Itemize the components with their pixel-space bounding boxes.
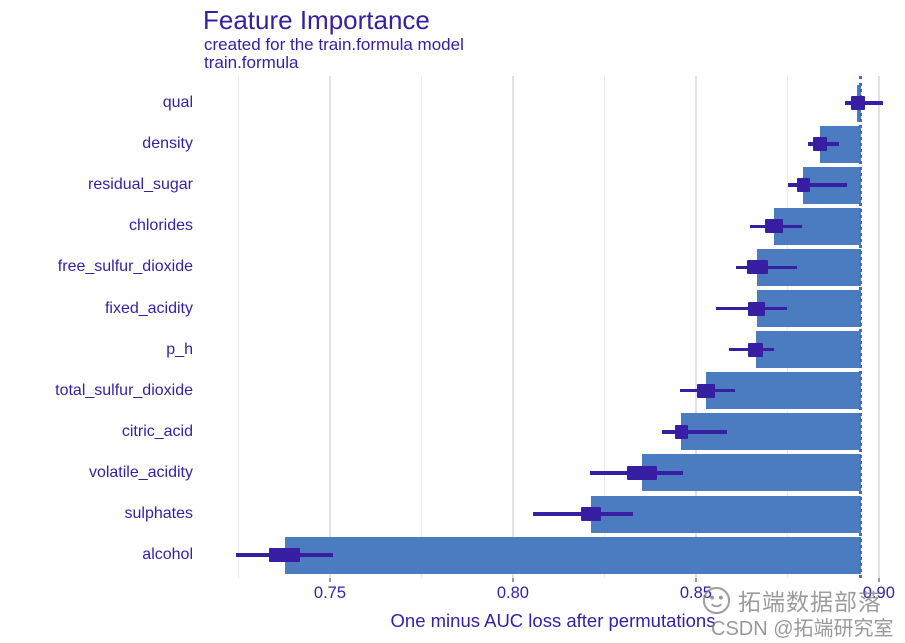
- y-axis-label: alcohol: [142, 546, 193, 564]
- y-axis-label: citric_acid: [121, 422, 193, 440]
- watermark-text: 拓端数据部落: [738, 589, 882, 615]
- gridline-minor: [238, 76, 240, 578]
- y-axis-label: density: [142, 135, 193, 153]
- gridline-major: [878, 76, 880, 578]
- boxplot-whisker: [661, 430, 727, 434]
- gridline-major: [512, 76, 514, 578]
- x-tick-mark: [512, 578, 514, 582]
- y-axis-label: p_h: [166, 340, 193, 358]
- boxplot-box: [746, 260, 769, 275]
- x-tick-mark: [878, 578, 880, 582]
- x-tick-label: 0.90: [862, 584, 895, 602]
- boxplot-box: [748, 342, 764, 357]
- y-axis-label: fixed_acidity: [104, 299, 193, 317]
- boxplot-box: [850, 96, 865, 110]
- importance-bar: [284, 536, 861, 574]
- gridline-major: [695, 76, 697, 578]
- chart-subtitle-line1: created for the train.formula model: [204, 35, 464, 54]
- chart-title: Feature Importance: [203, 5, 430, 35]
- gridline-major: [329, 76, 331, 578]
- x-tick-mark: [329, 578, 331, 582]
- y-axis-label: total_sulfur_dioxide: [55, 381, 193, 399]
- boxplot-box: [269, 548, 300, 563]
- x-tick-mark: [695, 578, 697, 582]
- importance-bar: [590, 495, 861, 533]
- boxplot-whisker: [788, 183, 847, 187]
- chart-subtitle-line2: train.formula: [204, 53, 299, 72]
- boxplot-box: [580, 507, 602, 521]
- baseline-dashed-line: [859, 76, 863, 578]
- y-axis-label: sulphates: [124, 505, 194, 522]
- gridline-minor: [604, 76, 606, 578]
- boxplot-box: [675, 424, 688, 439]
- watermark-csdn-text: CSDN @拓端研究室: [711, 618, 894, 640]
- watermark: 拓端数据部落: [701, 583, 882, 617]
- watermark-logo-icon: [702, 586, 731, 614]
- boxplot-box: [796, 178, 811, 193]
- y-axis-label: chlorides: [128, 217, 193, 235]
- y-axis-label: qual: [162, 94, 193, 111]
- plot-panel: [207, 76, 899, 578]
- boxplot-box: [696, 383, 715, 398]
- x-tick-label: 0.80: [496, 584, 529, 602]
- gridline-minor: [787, 76, 789, 578]
- boxplot-box: [764, 219, 783, 234]
- x-axis-title: One minus AUC loss after permutations: [390, 610, 716, 631]
- gridline-minor: [421, 76, 423, 578]
- x-tick-label: 0.75: [313, 584, 347, 602]
- boxplot-box: [813, 137, 827, 152]
- y-axis-label: free_sulfur_dioxide: [57, 258, 193, 276]
- boxplot-box: [748, 301, 766, 316]
- y-axis-label: volatile_acidity: [88, 463, 193, 481]
- boxplot-box: [626, 465, 657, 480]
- y-axis-label: residual_sugar: [88, 176, 193, 194]
